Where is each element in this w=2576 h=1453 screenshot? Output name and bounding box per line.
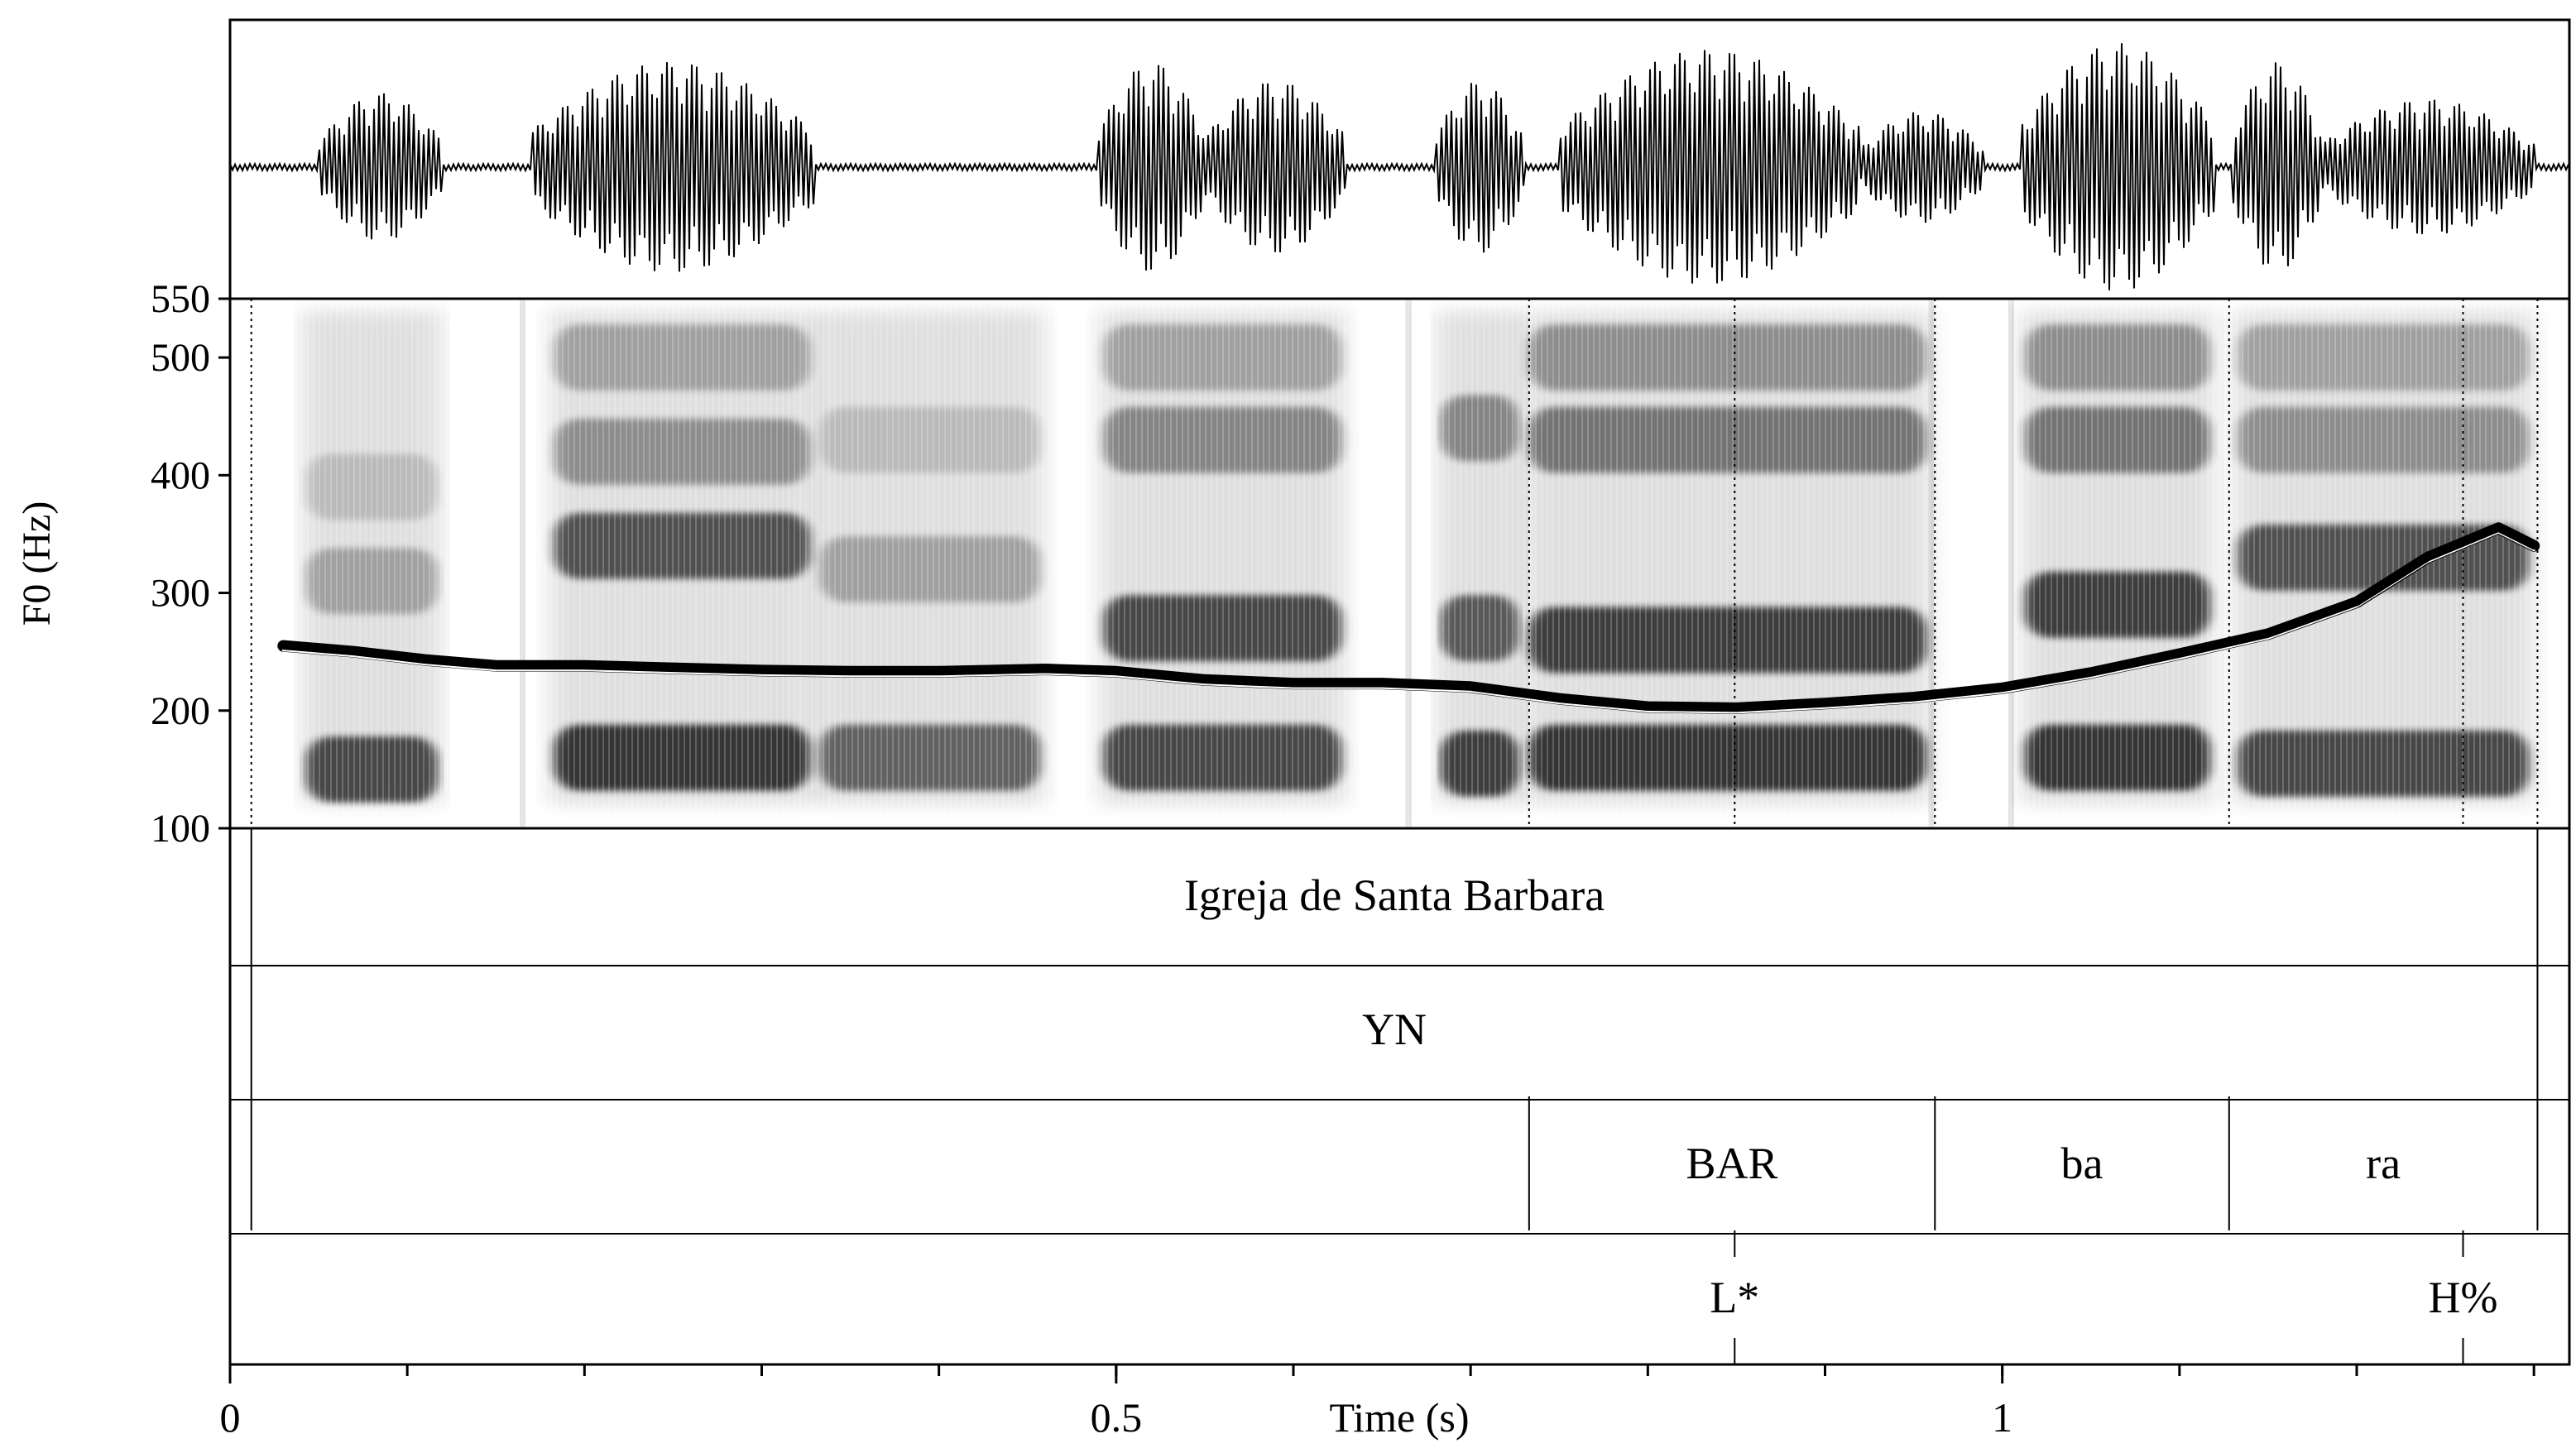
- f0-contour-line: [279, 524, 2538, 712]
- x-axis: 0 0.5 1: [220, 1363, 2569, 1441]
- x-axis-label: Time (s): [1329, 1394, 1469, 1441]
- x-tick-label: 0: [220, 1394, 241, 1441]
- interval-label: Igreja de Santa Barbara: [1184, 870, 1605, 920]
- y-tick-label: 300: [151, 572, 210, 616]
- interval-label: YN: [1362, 1005, 1427, 1054]
- interval-label: BAR: [1686, 1139, 1778, 1188]
- y-axis-label: F0 (Hz): [15, 501, 59, 626]
- f0-contour: [277, 522, 2540, 714]
- boundary-guides: [250, 299, 2539, 828]
- y-tick-label: 500: [151, 336, 210, 380]
- waveform-panel: [228, 18, 2571, 300]
- point-label: H%: [2429, 1273, 2498, 1322]
- y-tick-label: 100: [151, 807, 210, 851]
- textgrid-tiers: Igreja de Santa Barbara YN BAR ba ra L* H%: [250, 828, 2539, 1364]
- y-tick-label: 400: [151, 453, 210, 497]
- x-tick-label: 0.5: [1091, 1394, 1143, 1441]
- f0-contour-highlight: [281, 530, 2535, 714]
- spectrogram-panel: [228, 297, 2571, 830]
- x-tick-label: 1: [1992, 1394, 2012, 1441]
- textgrid: Igreja de Santa Barbara YN BAR ba ra L* H%: [228, 827, 2571, 1366]
- y-tick-label: 550: [151, 277, 210, 321]
- y-axis: 550 500 400 300 200 100: [151, 277, 230, 851]
- interval-label: ra: [2366, 1139, 2401, 1188]
- interval-label: ba: [2061, 1139, 2103, 1188]
- y-tick-label: 200: [151, 689, 210, 733]
- point-label: L*: [1710, 1273, 1759, 1322]
- waveform-trace: [229, 43, 2569, 290]
